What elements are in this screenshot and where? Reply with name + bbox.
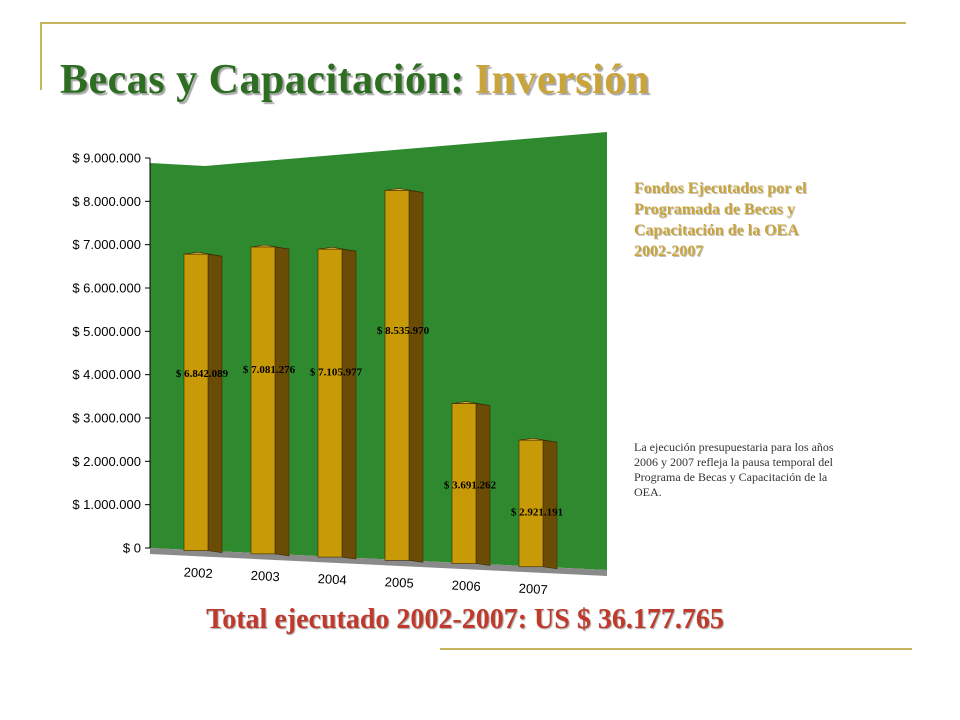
y-tick-label: $ 6.000.000 [72, 281, 141, 296]
x-tick-label: 2007 [518, 581, 548, 597]
y-tick-label: $ 8.000.000 [72, 194, 141, 209]
x-tick-label: 2005 [384, 574, 414, 590]
y-tick-label: $ 3.000.000 [72, 411, 141, 426]
bar [384, 190, 410, 561]
bar-side [542, 439, 558, 570]
side-title-line: Fondos Ejecutados por el [634, 180, 807, 197]
x-tick-label: 2003 [250, 568, 280, 584]
chart-floor [150, 548, 607, 576]
data-label: $ 2.921.191 [511, 507, 563, 519]
data-label: $ 3.691.262 [444, 479, 497, 491]
x-tick-label: 2004 [317, 571, 347, 587]
data-label: $ 8.535.970 [377, 325, 430, 337]
y-tick-label: $ 7.000.000 [72, 237, 141, 252]
bar [518, 439, 544, 568]
y-tick-label: $ 1.000.000 [72, 497, 141, 512]
data-label: $ 7.081.276 [243, 364, 296, 376]
bar [183, 253, 209, 551]
bar [317, 248, 343, 558]
bar-side [274, 246, 290, 557]
chart-side-title: Fondos Ejecutados por el Programada de B… [634, 178, 884, 262]
bar [250, 246, 276, 555]
y-tick-label: $ 0 [123, 541, 141, 556]
bar [451, 403, 477, 564]
total-executed: Total ejecutado 2002-2007: US $ 36.177.7… [206, 604, 724, 635]
side-title-line: 2002-2007 [634, 243, 704, 260]
x-tick-label: 2006 [451, 577, 481, 593]
y-tick-label: $ 9.000.000 [72, 151, 141, 166]
data-label: $ 6.842.089 [176, 368, 229, 380]
x-tick-label: 2002 [183, 565, 213, 581]
data-label: $ 7.105.977 [310, 366, 363, 378]
bar-side [408, 190, 424, 563]
left-rule [40, 22, 42, 90]
title-part-2: Inversión [474, 57, 650, 103]
top-rule [40, 22, 906, 24]
y-tick-label: $ 4.000.000 [72, 367, 141, 382]
side-title-line: Programada de Becas y [634, 201, 796, 218]
bottom-rule [440, 648, 912, 650]
y-tick-label: $ 2.000.000 [72, 454, 141, 469]
page-title: Becas y Capacitación: Inversión [60, 56, 650, 104]
bar-side [207, 253, 223, 553]
side-note: La ejecución presupuestaria para los año… [634, 440, 834, 499]
side-title-line: Capacitación de la OEA [634, 222, 799, 239]
bar-side [341, 248, 357, 560]
y-tick-label: $ 5.000.000 [72, 324, 141, 339]
title-part-1: Becas y Capacitación: [60, 57, 465, 103]
